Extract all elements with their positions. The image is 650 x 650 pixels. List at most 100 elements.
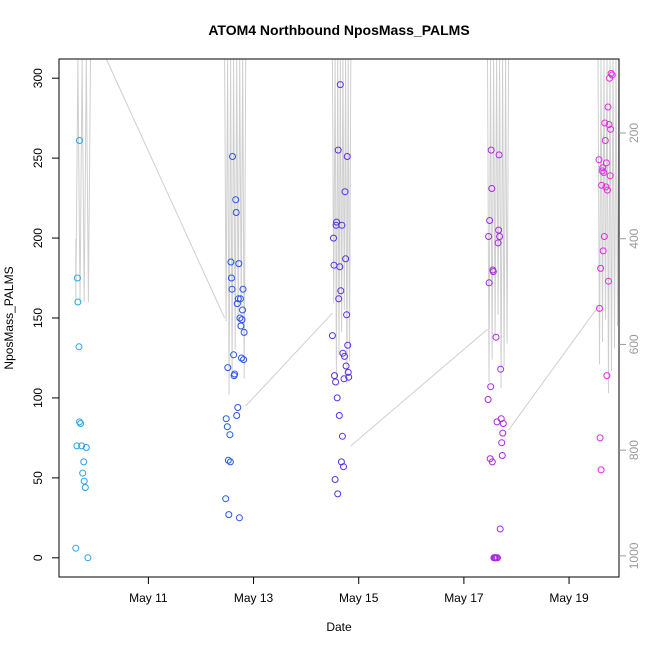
data-point: [222, 415, 230, 423]
data-point: [499, 420, 507, 427]
data-point: [81, 484, 89, 491]
x-tick-label: May 19: [549, 591, 589, 605]
data-point: [598, 181, 606, 189]
y2-axis: 200 400 600 800 1000: [619, 123, 641, 569]
data-point: [603, 372, 611, 380]
data-point: [234, 404, 242, 411]
data-point: [334, 490, 342, 498]
data-point: [333, 394, 341, 402]
x-tick-label: May 15: [339, 591, 379, 605]
data-point: [341, 188, 349, 196]
data-point: [487, 383, 495, 391]
data-point: [80, 458, 88, 466]
altitude-transit-line: [105, 58, 599, 447]
data-point: [601, 137, 609, 144]
data-point: [224, 456, 232, 464]
altitude-lines: [75, 58, 620, 447]
data-point: [232, 196, 240, 204]
data-point: [334, 146, 342, 154]
data-point: [236, 314, 244, 322]
data-point: [338, 221, 346, 229]
data-point: [486, 217, 494, 224]
data-point: [226, 458, 234, 466]
data-point: [343, 311, 351, 319]
x-tick-label: May 11: [129, 591, 168, 605]
data-point: [495, 226, 503, 234]
data-point: [76, 418, 83, 426]
y2-tick-label: 400: [627, 228, 641, 248]
data-point: [330, 234, 337, 242]
data-point: [224, 364, 232, 372]
data-point: [598, 167, 606, 175]
data-point: [76, 137, 83, 144]
data-point: [605, 277, 612, 285]
data-point: [344, 368, 352, 376]
data-point: [336, 263, 344, 271]
data-point: [237, 322, 245, 330]
data-point: [485, 233, 493, 240]
altitude-trace-flight-3: [331, 58, 352, 384]
data-point: [332, 378, 340, 386]
data-point: [337, 287, 345, 295]
y-tick-label: 250: [31, 148, 45, 168]
data-point: [608, 71, 616, 79]
data-point: [228, 285, 236, 293]
data-point: [235, 514, 243, 522]
data-point: [485, 279, 493, 287]
chart-title: ATOM4 Northbound NposMass_PALMS: [208, 22, 469, 38]
data-point: [236, 295, 244, 303]
data-point: [333, 218, 341, 226]
data-point: [605, 121, 613, 128]
data-point: [601, 119, 609, 127]
y-tick-label: 150: [31, 308, 45, 328]
y2-tick-label: 800: [627, 440, 641, 460]
data-point: [344, 341, 352, 349]
data-point: [488, 458, 496, 466]
data-point: [79, 469, 87, 477]
data-point: [496, 233, 504, 240]
data-point: [340, 463, 347, 471]
altitude-trace-flight-2: [224, 58, 247, 395]
data-point: [607, 69, 615, 77]
y-tick-label: 300: [31, 68, 45, 88]
x-tick-label: May 13: [234, 591, 274, 605]
y-axis: 0 50 100 150 200 250 300: [31, 68, 59, 561]
data-point: [228, 274, 235, 282]
data-points: [72, 69, 616, 562]
data-point: [342, 255, 350, 263]
data-point: [495, 151, 503, 159]
data-point: [225, 511, 233, 519]
data-point: [602, 183, 610, 191]
data-point: [335, 412, 343, 419]
data-point: [232, 209, 240, 216]
data-point: [80, 477, 88, 485]
data-point: [607, 125, 615, 133]
y-axis-label: NposMass_PALMS: [2, 266, 16, 369]
data-point: [229, 153, 236, 160]
data-point: [343, 153, 351, 160]
data-point: [488, 185, 496, 192]
x-axis: May 11 May 13 May 15 May 17 May 19: [129, 577, 589, 605]
data-point: [227, 258, 235, 266]
data-point: [493, 418, 501, 426]
data-point: [484, 396, 492, 403]
data-point: [75, 343, 83, 351]
data-point: [599, 164, 607, 172]
data-point: [240, 356, 248, 364]
data-point: [235, 260, 243, 268]
data-point: [498, 452, 506, 459]
data-point: [596, 304, 603, 312]
y2-tick-label: 200: [627, 123, 641, 143]
data-point: [338, 432, 346, 440]
data-point: [489, 268, 497, 276]
data-point: [234, 295, 242, 303]
data-point: [328, 332, 336, 340]
data-point: [230, 351, 238, 359]
y2-tick-label: 600: [627, 334, 641, 354]
data-point: [78, 442, 86, 450]
data-point: [599, 247, 607, 255]
data-point: [606, 172, 614, 180]
data-point: [602, 159, 610, 167]
y-tick-label: 50: [31, 471, 45, 485]
data-point: [342, 362, 350, 370]
